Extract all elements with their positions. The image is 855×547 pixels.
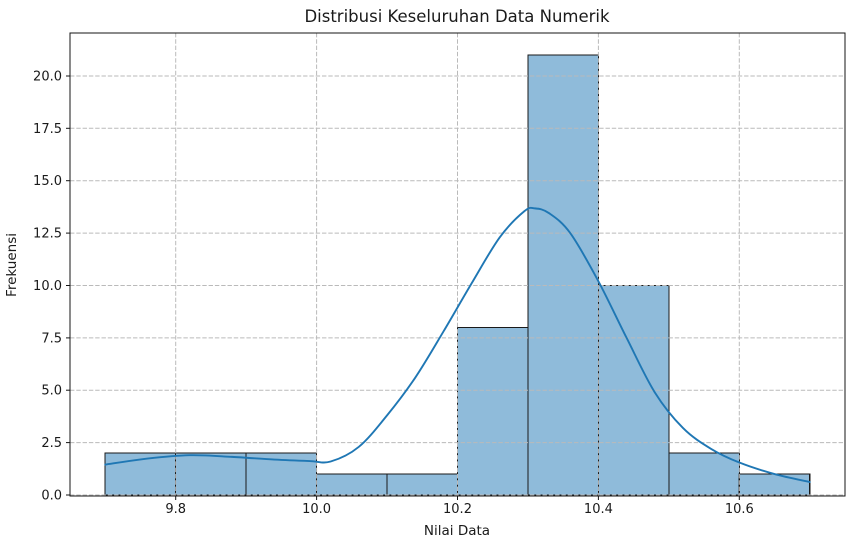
y-tick-label: 5.0 xyxy=(41,384,62,399)
histogram-bar xyxy=(456,326,529,496)
y-tick-label: 12.5 xyxy=(33,227,62,242)
histogram-bar xyxy=(316,473,388,496)
histogram-bar xyxy=(668,452,740,496)
y-tick-label: 20.0 xyxy=(33,70,62,85)
x-tick-label: 10.0 xyxy=(302,502,331,517)
y-axis-label: Frekuensi xyxy=(4,233,20,297)
kde-curve xyxy=(104,206,811,483)
y-tick-label: 7.5 xyxy=(41,331,62,346)
x-axis-label: Nilai Data xyxy=(424,523,490,539)
x-tick-label: 10.4 xyxy=(584,502,613,517)
histogram-bar xyxy=(386,473,459,496)
histogram-bar xyxy=(175,452,247,496)
chart-title: Distribusi Keseluruhan Data Numerik xyxy=(304,7,610,26)
x-tick-label: 10.6 xyxy=(725,502,754,517)
y-tick-label: 17.5 xyxy=(33,122,62,137)
plot-area: 9.8 10.0 10.2 10.4 10.6 0.0 2.5 5.0 7.5 10.0 12.5 1… xyxy=(33,32,846,517)
y-tick-label: 10.0 xyxy=(33,279,62,294)
x-tick-label: 9.8 xyxy=(165,502,186,517)
y-tick-label: 2.5 xyxy=(41,436,62,451)
y-tick-label: 15.0 xyxy=(33,174,62,189)
histogram-bar xyxy=(738,473,811,496)
x-tick-label: 10.2 xyxy=(443,502,472,517)
y-tick-label: 0.0 xyxy=(41,489,62,504)
histogram-bar xyxy=(527,54,600,496)
